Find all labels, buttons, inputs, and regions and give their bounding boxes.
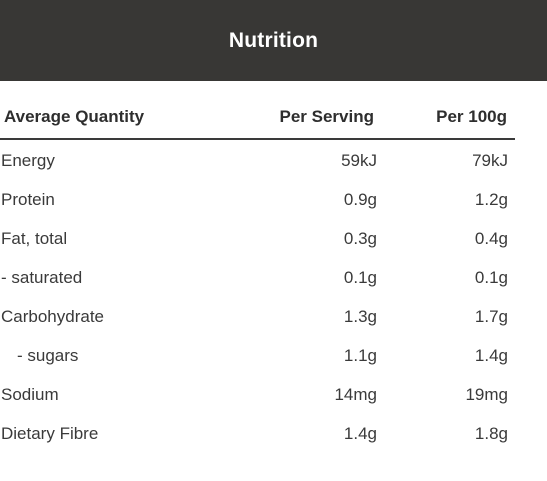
per-serving-value: 59kJ [341, 150, 377, 170]
table-row-energy: Energy 59kJ 79kJ [0, 141, 515, 180]
per-serving-value: 1.3g [343, 306, 377, 326]
per-serving-value: 0.1g [343, 267, 377, 287]
nutrient-name: - saturated [1, 267, 83, 287]
per-serving-value: 14mg [334, 384, 377, 404]
table-row-dietary-fibre: Dietary Fibre 1.4g 1.8g [0, 414, 515, 453]
nutrient-name: Fat, total [1, 228, 68, 248]
nutrient-name: - sugars [17, 345, 79, 365]
per-serving-value: 1.4g [343, 423, 377, 443]
nutrient-name: Energy [1, 150, 55, 170]
table-row-sodium: Sodium 14mg 19mg [0, 375, 515, 414]
per-100g-value: 1.8g [474, 423, 508, 443]
per-serving-value: 1.1g [343, 345, 377, 365]
nutrient-name: Protein [1, 189, 55, 209]
nutrient-name: Dietary Fibre [1, 423, 99, 443]
nutrient-name: Sodium [1, 384, 59, 404]
table-body: Energy 59kJ 79kJ Protein 0.9g 1.2g Fat, … [0, 140, 515, 453]
table-header-row: Average Quantity Per Serving Per 100g [0, 96, 515, 140]
per-100g-value: 0.4g [474, 228, 508, 248]
table-row-sugars: - sugars 1.1g 1.4g [0, 336, 515, 375]
column-header-per-serving: Per Serving [279, 107, 375, 126]
per-100g-value: 79kJ [472, 150, 508, 170]
page-title: Nutrition [228, 28, 319, 52]
nutrient-name: Carbohydrate [1, 306, 105, 326]
per-serving-value: 0.9g [343, 189, 377, 209]
column-header-average-quantity: Average Quantity [4, 107, 145, 126]
per-100g-value: 1.4g [474, 345, 508, 365]
per-100g-value: 1.2g [474, 189, 508, 209]
per-100g-value: 0.1g [474, 267, 508, 287]
per-100g-value: 19mg [465, 384, 508, 404]
nutrition-table: Average Quantity Per Serving Per 100g En… [0, 96, 515, 453]
table-row-protein: Protein 0.9g 1.2g [0, 180, 515, 219]
per-serving-value: 0.3g [343, 228, 377, 248]
column-header-per-100g: Per 100g [436, 107, 507, 126]
table-row-saturated: - saturated 0.1g 0.1g [0, 258, 515, 297]
per-100g-value: 1.7g [474, 306, 508, 326]
table-row-fat-total: Fat, total 0.3g 0.4g [0, 219, 515, 258]
table-row-carbohydrate: Carbohydrate 1.3g 1.7g [0, 297, 515, 336]
nutrition-header: Nutrition [0, 0, 547, 81]
